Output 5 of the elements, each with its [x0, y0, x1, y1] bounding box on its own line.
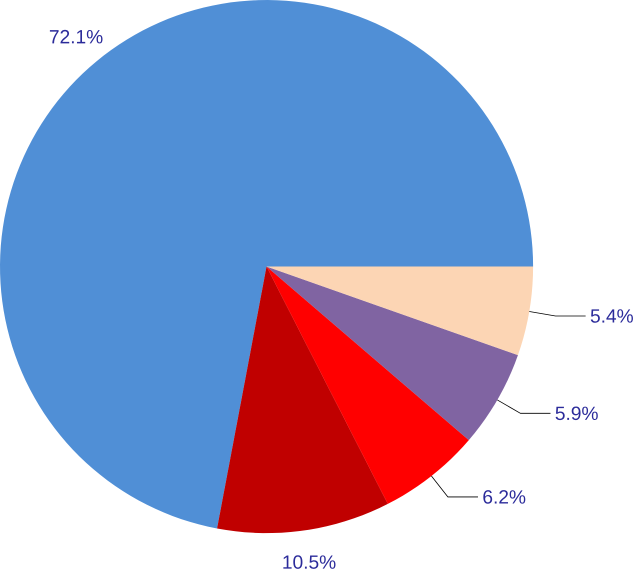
data-label: 10.5%: [283, 555, 336, 569]
data-label: 5.4%: [590, 309, 633, 323]
data-label: 6.2%: [483, 490, 526, 504]
data-label: 5.9%: [556, 406, 598, 420]
data-label: 72.1%: [50, 30, 102, 44]
